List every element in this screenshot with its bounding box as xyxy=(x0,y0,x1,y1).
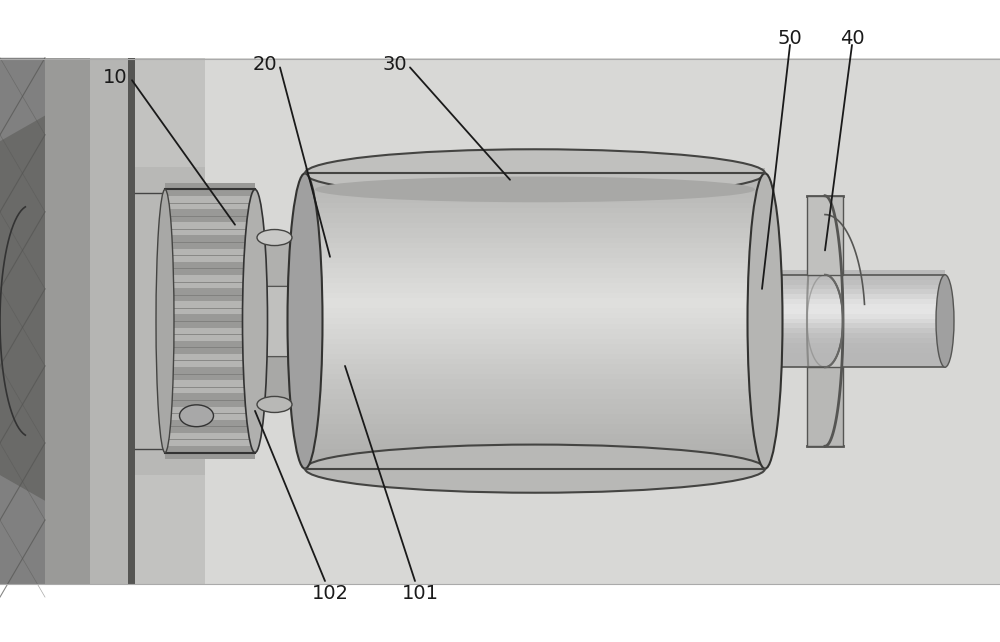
Ellipse shape xyxy=(257,230,292,246)
Bar xyxy=(750,275,945,367)
Ellipse shape xyxy=(315,177,755,202)
Polygon shape xyxy=(0,475,45,584)
Ellipse shape xyxy=(156,189,174,453)
Text: 101: 101 xyxy=(402,584,438,603)
Polygon shape xyxy=(0,58,45,141)
Ellipse shape xyxy=(305,150,765,198)
Bar xyxy=(165,189,255,453)
Bar xyxy=(165,189,255,453)
Text: 50: 50 xyxy=(778,29,802,48)
Ellipse shape xyxy=(936,275,954,367)
Bar xyxy=(45,58,100,584)
Bar xyxy=(135,167,205,475)
Polygon shape xyxy=(807,367,843,446)
Bar xyxy=(257,238,292,286)
Bar xyxy=(135,58,205,584)
Ellipse shape xyxy=(242,189,268,453)
Ellipse shape xyxy=(257,396,292,413)
Bar xyxy=(0,58,1000,584)
Ellipse shape xyxy=(748,173,782,469)
Text: 20: 20 xyxy=(253,55,277,74)
Bar xyxy=(305,173,765,469)
Text: 102: 102 xyxy=(312,584,349,603)
Text: 40: 40 xyxy=(840,29,864,48)
Bar xyxy=(257,356,292,404)
Bar xyxy=(90,58,130,584)
Ellipse shape xyxy=(288,173,322,469)
Ellipse shape xyxy=(305,444,765,493)
Polygon shape xyxy=(807,196,843,275)
Bar xyxy=(262,286,292,356)
Polygon shape xyxy=(825,196,843,446)
Circle shape xyxy=(180,405,214,427)
Bar xyxy=(128,58,135,584)
Bar xyxy=(0,58,70,584)
Text: 30: 30 xyxy=(383,55,407,74)
Text: 10: 10 xyxy=(103,67,127,87)
